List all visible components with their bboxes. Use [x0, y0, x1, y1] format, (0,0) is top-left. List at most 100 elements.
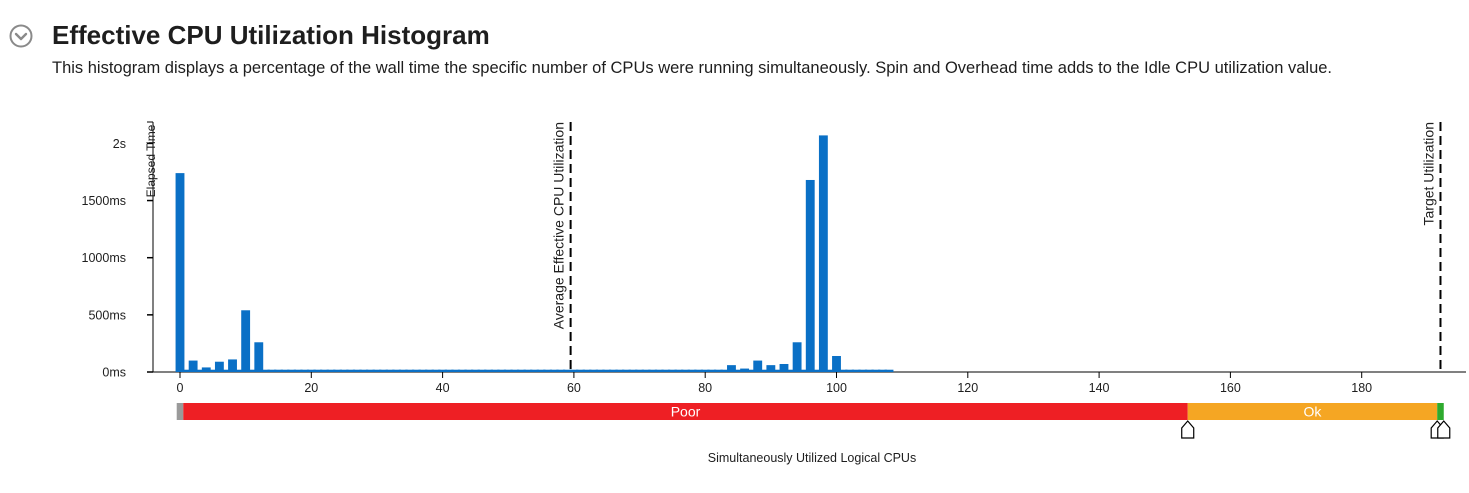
histogram-bar[interactable]	[392, 369, 402, 372]
histogram-bar[interactable]	[766, 365, 776, 372]
histogram-bar[interactable]	[516, 369, 526, 372]
histogram-bar[interactable]	[536, 369, 546, 372]
histogram-bar[interactable]	[530, 369, 539, 372]
histogram-bar[interactable]	[746, 369, 756, 372]
histogram-bar[interactable]	[832, 355, 841, 372]
histogram-bar[interactable]	[477, 369, 487, 372]
histogram-bar[interactable]	[293, 369, 303, 372]
histogram-bar[interactable]	[234, 369, 244, 372]
histogram-bar[interactable]	[411, 369, 421, 372]
histogram-bar[interactable]	[733, 369, 743, 372]
histogram-bar[interactable]	[188, 360, 198, 372]
histogram-bar[interactable]	[352, 369, 362, 372]
histogram-bar[interactable]	[405, 369, 415, 372]
histogram-bar[interactable]	[772, 369, 782, 372]
histogram-bar[interactable]	[549, 369, 559, 372]
histogram-bar[interactable]	[247, 369, 257, 372]
histogram-bar[interactable]	[287, 369, 297, 372]
histogram-bar[interactable]	[241, 310, 251, 372]
histogram-bar[interactable]	[221, 369, 231, 372]
histogram-bar[interactable]	[451, 369, 461, 372]
histogram-bar[interactable]	[621, 369, 631, 372]
histogram-bar[interactable]	[654, 369, 664, 372]
histogram-bar[interactable]	[470, 369, 480, 372]
histogram-bar[interactable]	[346, 369, 356, 372]
histogram-bar[interactable]	[497, 369, 507, 372]
histogram-bar[interactable]	[313, 369, 323, 372]
histogram-bar[interactable]	[864, 369, 874, 372]
histogram-bar[interactable]	[510, 369, 520, 372]
histogram-bar[interactable]	[648, 369, 658, 372]
histogram-bar[interactable]	[792, 342, 802, 372]
histogram-bar[interactable]	[740, 368, 750, 372]
histogram-bar[interactable]	[228, 359, 237, 372]
histogram-bar[interactable]	[786, 369, 795, 372]
histogram-bar[interactable]	[608, 369, 618, 372]
histogram-bar[interactable]	[398, 369, 408, 372]
histogram-bar[interactable]	[319, 369, 329, 372]
range-handle[interactable]	[1181, 420, 1195, 439]
histogram-bar[interactable]	[628, 369, 638, 372]
histogram-bar[interactable]	[595, 369, 605, 372]
histogram-bar[interactable]	[667, 369, 677, 372]
histogram-bar[interactable]	[418, 369, 428, 372]
histogram-bar[interactable]	[727, 365, 736, 372]
histogram-bar[interactable]	[615, 369, 625, 372]
utilization-range-ideal[interactable]	[1437, 403, 1444, 420]
histogram-bar[interactable]	[484, 369, 493, 372]
histogram-bar[interactable]	[759, 369, 769, 372]
histogram-bar[interactable]	[805, 179, 815, 372]
utilization-range-ok[interactable]	[1187, 403, 1438, 420]
histogram-bar[interactable]	[641, 369, 651, 372]
histogram-bar[interactable]	[379, 369, 388, 372]
histogram-bar[interactable]	[201, 367, 211, 372]
histogram-bar[interactable]	[431, 369, 441, 372]
histogram-bar[interactable]	[556, 369, 566, 372]
histogram-bar[interactable]	[195, 369, 205, 372]
utilization-range-idle[interactable]	[176, 403, 184, 420]
histogram-bar[interactable]	[333, 369, 342, 372]
histogram-bar[interactable]	[582, 369, 592, 372]
histogram-bar[interactable]	[569, 369, 579, 372]
histogram-bar[interactable]	[858, 369, 868, 372]
histogram-bar[interactable]	[878, 369, 887, 372]
histogram-bar[interactable]	[851, 369, 861, 372]
histogram-bar[interactable]	[543, 369, 553, 372]
histogram-bar[interactable]	[490, 369, 500, 372]
histogram-bar[interactable]	[884, 369, 894, 372]
histogram-bar[interactable]	[707, 369, 717, 372]
histogram-bar[interactable]	[444, 369, 454, 372]
histogram-bar[interactable]	[339, 369, 349, 372]
histogram-bar[interactable]	[635, 369, 644, 372]
histogram-bar[interactable]	[372, 369, 382, 372]
histogram-bar[interactable]	[523, 369, 533, 372]
utilization-range-poor[interactable]	[183, 403, 1188, 420]
histogram-bar[interactable]	[779, 363, 789, 372]
histogram-bar[interactable]	[845, 369, 855, 372]
histogram-bar[interactable]	[687, 369, 697, 372]
histogram-bar[interactable]	[182, 369, 191, 372]
histogram-bar[interactable]	[713, 369, 723, 372]
histogram-bar[interactable]	[425, 369, 434, 372]
histogram-bar[interactable]	[464, 369, 474, 372]
histogram-bar[interactable]	[175, 173, 185, 372]
histogram-bar[interactable]	[208, 369, 218, 372]
histogram-bar[interactable]	[825, 369, 835, 372]
histogram-bar[interactable]	[812, 369, 822, 372]
histogram-bar[interactable]	[681, 369, 690, 372]
histogram-bar[interactable]	[694, 369, 704, 372]
histogram-bar[interactable]	[602, 369, 612, 372]
range-handle[interactable]	[1437, 420, 1451, 439]
histogram-bar[interactable]	[576, 369, 585, 372]
collapse-toggle[interactable]	[9, 24, 33, 48]
histogram-bar[interactable]	[503, 369, 513, 372]
histogram-bar[interactable]	[661, 369, 671, 372]
histogram-bar[interactable]	[280, 369, 290, 372]
histogram-bar[interactable]	[818, 135, 828, 372]
histogram-bar[interactable]	[562, 369, 572, 372]
histogram-bar[interactable]	[254, 342, 264, 372]
histogram-bar[interactable]	[753, 360, 763, 372]
histogram-bar[interactable]	[838, 369, 848, 372]
histogram-bar[interactable]	[799, 369, 809, 372]
histogram-bar[interactable]	[300, 369, 310, 372]
